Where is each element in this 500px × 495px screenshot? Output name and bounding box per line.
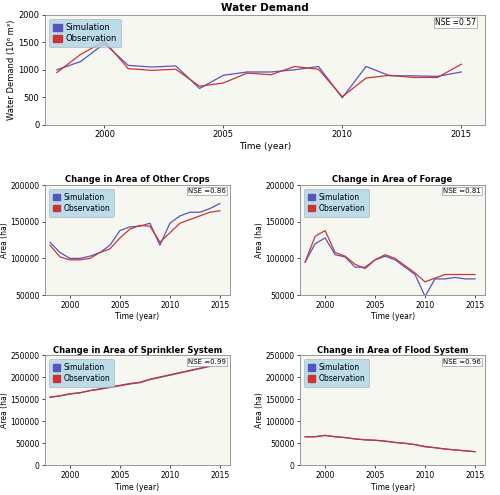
- Y-axis label: Area (ha): Area (ha): [255, 393, 264, 428]
- Title: Change in Area of Other Crops: Change in Area of Other Crops: [65, 175, 210, 184]
- Y-axis label: Area (ha): Area (ha): [255, 222, 264, 258]
- Title: Change in Area of Sprinkler System: Change in Area of Sprinkler System: [53, 346, 222, 354]
- Y-axis label: Water Demand (10⁶ m³): Water Demand (10⁶ m³): [6, 20, 16, 120]
- Legend: Simulation, Observation: Simulation, Observation: [304, 189, 369, 216]
- Y-axis label: Area (ha): Area (ha): [0, 393, 9, 428]
- X-axis label: Time (year): Time (year): [116, 483, 160, 492]
- Y-axis label: Area (ha): Area (ha): [0, 222, 9, 258]
- Text: NSE =0.86: NSE =0.86: [188, 189, 226, 195]
- Text: NSE =0.96: NSE =0.96: [444, 359, 482, 365]
- Legend: Simulation, Observation: Simulation, Observation: [49, 359, 114, 387]
- Legend: Simulation, Observation: Simulation, Observation: [304, 359, 369, 387]
- X-axis label: Time (year): Time (year): [370, 483, 414, 492]
- X-axis label: Time (year): Time (year): [370, 312, 414, 321]
- X-axis label: Time (year): Time (year): [239, 142, 291, 151]
- Legend: Simulation, Observation: Simulation, Observation: [49, 19, 120, 48]
- Text: NSE =0.99: NSE =0.99: [188, 359, 226, 365]
- Title: Water Demand: Water Demand: [221, 2, 309, 13]
- Legend: Simulation, Observation: Simulation, Observation: [49, 189, 114, 216]
- X-axis label: Time (year): Time (year): [116, 312, 160, 321]
- Text: NSE =0.57: NSE =0.57: [435, 18, 476, 27]
- Title: Change in Area of Forage: Change in Area of Forage: [332, 175, 452, 184]
- Text: NSE =0.81: NSE =0.81: [444, 189, 482, 195]
- Title: Change in Area of Flood System: Change in Area of Flood System: [317, 346, 468, 354]
